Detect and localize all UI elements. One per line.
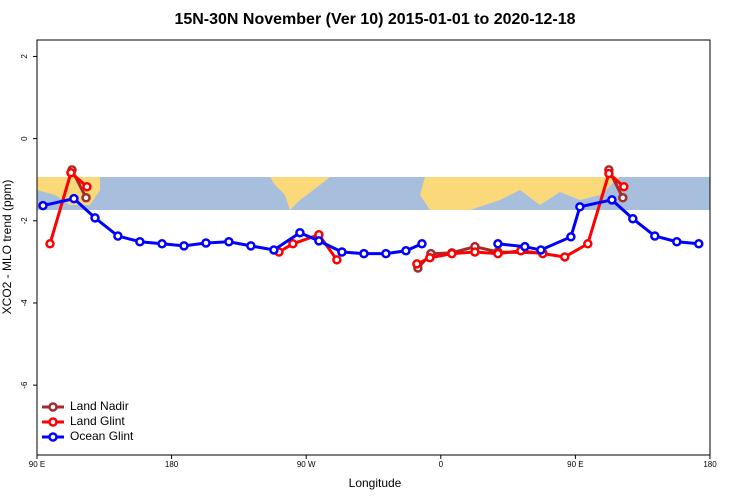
legend-marker <box>48 432 58 442</box>
data-point <box>520 241 530 252</box>
legend-marker <box>48 402 58 412</box>
plot-frame <box>36 39 711 456</box>
data-point <box>583 239 593 249</box>
legend-label: Land Nadir <box>70 399 129 413</box>
data-point <box>618 193 628 203</box>
data-point <box>447 248 457 259</box>
data-point <box>82 181 92 192</box>
data-point <box>493 248 503 259</box>
data-point <box>246 241 256 251</box>
data-point <box>295 227 305 238</box>
data-point <box>90 213 100 223</box>
x-axis-label: Longitude <box>349 476 402 490</box>
legend-label: Ocean Glint <box>70 429 134 443</box>
data-point <box>135 236 145 247</box>
y-tick-label: 0 <box>20 136 29 141</box>
data-point <box>201 238 211 248</box>
data-point <box>381 248 391 259</box>
data-point <box>314 236 324 246</box>
data-point <box>575 202 585 212</box>
data-point <box>179 241 189 251</box>
y-tick-label: 2 <box>20 54 29 59</box>
data-point <box>619 181 629 192</box>
y-axis-label: XCO2 - MLO trend (ppm) <box>0 180 14 315</box>
data-point <box>337 247 347 257</box>
data-point <box>425 253 435 263</box>
chart-title: 15N-30N November (Ver 10) 2015-01-01 to … <box>174 11 575 28</box>
data-point <box>38 200 48 211</box>
data-point <box>560 252 570 262</box>
map-band <box>37 177 710 210</box>
x-tick-label: 0 <box>439 460 444 469</box>
y-tick-label: -6 <box>20 381 29 389</box>
x-tick-label: 90 E <box>567 460 583 469</box>
data-point <box>66 167 76 178</box>
legend-marker <box>48 417 58 427</box>
x-tick-label: 90 E <box>29 460 45 469</box>
data-point <box>45 239 55 249</box>
data-point <box>157 239 167 249</box>
data-point <box>269 245 279 255</box>
data-point <box>359 248 369 259</box>
data-point <box>566 232 576 242</box>
y-tick-label: -4 <box>20 299 29 307</box>
data-point <box>412 259 422 269</box>
data-point <box>628 213 638 224</box>
legend-label: Land Glint <box>70 414 125 428</box>
data-point <box>536 245 546 255</box>
data-point <box>401 246 411 256</box>
data-point <box>604 168 614 179</box>
data-point <box>493 239 503 249</box>
data-point <box>69 193 79 204</box>
y-tick-label: -2 <box>20 217 29 225</box>
data-point <box>81 193 91 203</box>
data-point <box>288 239 298 249</box>
data-point <box>113 231 123 241</box>
data-point <box>470 247 480 257</box>
data-point <box>694 239 704 249</box>
x-tick-label: 180 <box>165 460 179 469</box>
data-point <box>650 231 660 241</box>
data-point <box>607 195 617 205</box>
data-point <box>224 236 234 247</box>
data-point <box>417 239 427 249</box>
x-tick-label: 180 <box>703 460 717 469</box>
data-point <box>332 255 342 265</box>
data-point <box>672 236 682 247</box>
x-tick-label: 90 W <box>297 460 316 469</box>
